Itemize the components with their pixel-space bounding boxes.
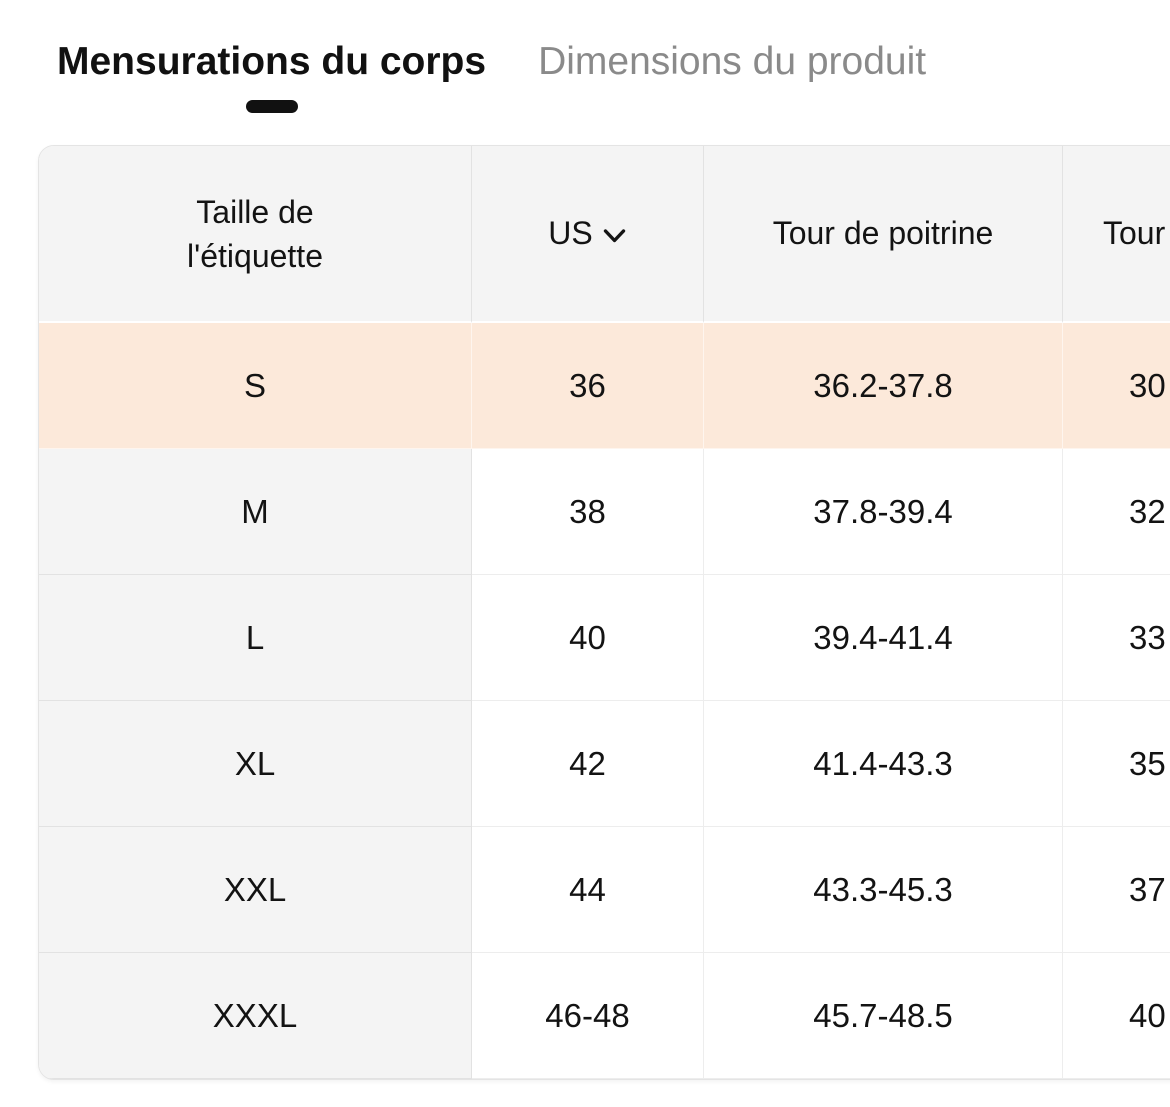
chest-range-cell: 43.3-45.3 [704,827,1063,953]
next-column-cell: 35 [1063,701,1170,827]
chest-range-cell: 39.4-41.4 [704,575,1063,701]
size-label-cell: L [39,575,472,701]
tab-product-dimensions-label: Dimensions du produit [538,40,927,83]
chest-range-cell: 41.4-43.3 [704,701,1063,827]
chest-range-cell: 37.8-39.4 [704,449,1063,575]
chest-range-cell: 36.2-37.8 [704,323,1063,449]
size-chart-grid: Taille de l'étiquette US Tour de poitrin… [39,146,1170,1079]
size-label-cell: XXXL [39,953,472,1079]
size-label-cell: XL [39,701,472,827]
size-chart-table: Taille de l'étiquette US Tour de poitrin… [38,145,1170,1080]
size-guide-tabs: Mensurations du corps Dimensions du prod… [57,38,1170,113]
column-header-unit-dropdown[interactable]: US [472,146,704,323]
us-size-cell: 38 [472,449,704,575]
unit-label: US [548,215,593,251]
column-header-label-size: Taille de l'étiquette [39,146,472,323]
next-column-cell: 40 [1063,953,1170,1079]
next-column-cell: 37 [1063,827,1170,953]
chevron-down-icon [603,229,625,243]
next-column-cell: 30 [1063,323,1170,449]
active-tab-indicator [245,100,298,113]
tab-body-measurements[interactable]: Mensurations du corps [57,38,486,113]
us-size-cell: 36 [472,323,704,449]
column-header-chest: Tour de poitrine [704,146,1063,323]
size-label-cell: M [39,449,472,575]
size-label-cell: S [39,323,472,449]
us-size-cell: 46-48 [472,953,704,1079]
column-header-next-truncated: Tour [1063,146,1170,323]
chest-range-cell: 45.7-48.5 [704,953,1063,1079]
next-column-cell: 32 [1063,449,1170,575]
us-size-cell: 44 [472,827,704,953]
tab-body-measurements-label: Mensurations du corps [57,40,487,83]
us-size-cell: 42 [472,701,704,827]
us-size-cell: 40 [472,575,704,701]
next-column-cell: 33 [1063,575,1170,701]
size-label-cell: XXL [39,827,472,953]
tab-product-dimensions[interactable]: Dimensions du produit [538,38,926,85]
